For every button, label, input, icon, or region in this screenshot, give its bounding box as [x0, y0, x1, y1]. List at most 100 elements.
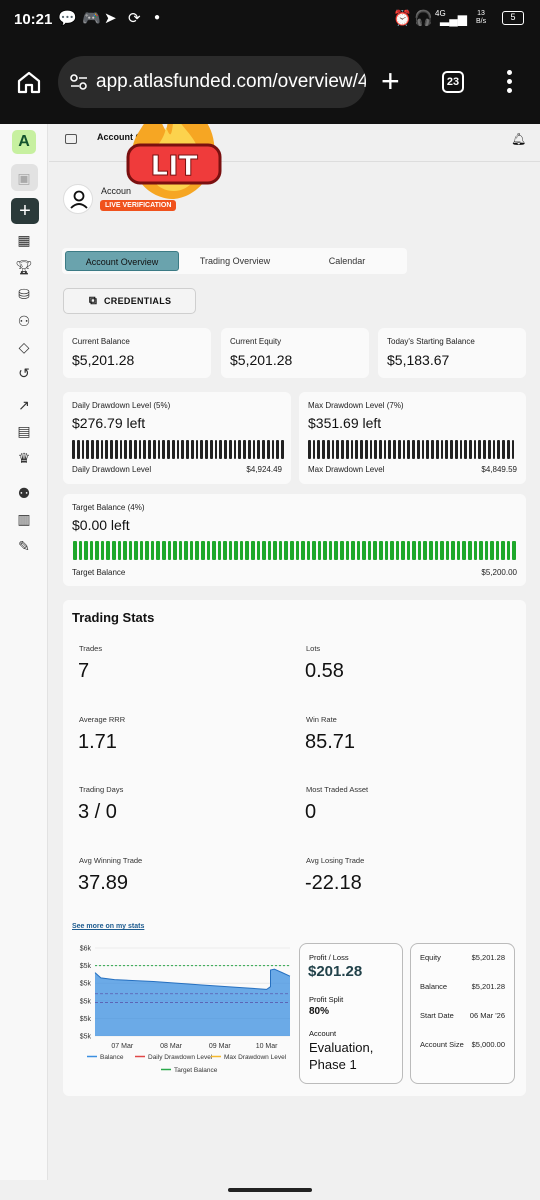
bar-segment: [356, 541, 361, 560]
see-more-stats-link[interactable]: See more on my stats: [72, 923, 145, 930]
card-value: $0.00 left: [72, 517, 130, 533]
legend-label: Target Balance: [174, 1067, 218, 1074]
home-icon[interactable]: [16, 70, 42, 94]
sidebar-item-trophy-icon[interactable]: 🏆︎: [15, 259, 33, 275]
sidebar-item-chart-icon[interactable]: ↗: [18, 397, 30, 413]
sidebar-item-users-icon[interactable]: ⚇: [17, 313, 31, 329]
net-speed: 13 B/s: [476, 10, 487, 25]
address-bar[interactable]: app.atlasfunded.com/overview/47: [58, 56, 366, 108]
bar-segment: [407, 440, 411, 459]
network-type: 4G: [435, 9, 446, 18]
bar-segment: [456, 541, 461, 560]
bar-segment: [289, 541, 294, 560]
bar-segment: [435, 440, 439, 459]
stat-label: Avg Winning Trade: [79, 856, 143, 865]
bar-segment: [162, 541, 166, 560]
sidebar-item-crown-icon[interactable]: ♛: [17, 450, 31, 466]
stat-value: 1.71: [78, 731, 117, 753]
home-gesture-pill[interactable]: [228, 1188, 312, 1192]
sidebar: A ▣ + ▦ 🏆︎ ⛁ ⚇ ◇ ↺ ↗ ▤ ♛ ⚉ ▥ ✎: [0, 124, 48, 1180]
bar-segment: [171, 440, 175, 459]
bar-segment: [91, 440, 94, 459]
stat-value: 85.71: [305, 731, 356, 753]
bar-segment: [383, 440, 387, 459]
bar-segment: [119, 440, 123, 459]
bar-segment: [219, 440, 222, 459]
bar-segment: [317, 541, 322, 560]
card-label: Current Equity: [230, 337, 282, 346]
sidebar-item-coins-icon[interactable]: ⛁: [18, 286, 30, 302]
sub-label: Daily Drawdown Level: [72, 465, 152, 474]
sub-value: $5,200.00: [481, 568, 517, 577]
bar-segment: [417, 541, 422, 560]
new-challenge-button[interactable]: +: [11, 198, 39, 224]
account-type-line1: Evaluation,: [309, 1040, 374, 1055]
sidebar-item-tools-icon[interactable]: ✎: [18, 538, 30, 554]
bar-segment: [468, 440, 472, 459]
bar-segment: [328, 541, 333, 560]
stat-label: Avg Losing Trade: [306, 856, 365, 865]
max-drawdown-card: Max Drawdown Level (7%) $351.69 left Max…: [299, 392, 526, 484]
bar-segment: [273, 541, 277, 560]
bar-segment: [421, 440, 425, 459]
sub-value: $4,849.59: [481, 465, 517, 474]
logo[interactable]: A: [12, 130, 36, 154]
bar-segment: [217, 541, 222, 560]
sidebar-item-overview-active[interactable]: [11, 164, 38, 191]
equity-card: Current Equity $5,201.28: [221, 328, 369, 378]
bar-segment: [423, 541, 427, 560]
avatar[interactable]: [63, 184, 93, 214]
gesture-nav-bar: [0, 1180, 540, 1200]
bar-segment: [334, 541, 338, 560]
bar-segment: [123, 541, 127, 560]
tab-trading-overview[interactable]: Trading Overview: [199, 256, 271, 266]
bar-segment: [484, 541, 489, 560]
browser-menu-icon[interactable]: [507, 70, 513, 96]
new-tab-button[interactable]: +: [381, 63, 400, 99]
bar-segment: [281, 440, 284, 459]
signal-icon: ▂▄▆: [440, 12, 467, 26]
sidebar-item-library-icon[interactable]: ▥: [17, 511, 31, 527]
sidebar-item-tag-icon[interactable]: ◇: [18, 339, 30, 355]
tab-account-overview[interactable]: Account Overview: [65, 251, 179, 271]
bar-segment: [239, 541, 244, 560]
lit-fire-sticker: LIT: [126, 124, 222, 199]
bar-segment: [167, 440, 170, 459]
card-label: Current Balance: [72, 337, 130, 346]
bar-segment: [479, 541, 483, 560]
summary-label: Account Size: [420, 1040, 464, 1049]
bar-segment: [181, 440, 184, 459]
bar-segment: [440, 541, 444, 560]
credentials-button[interactable]: ⧉ CREDENTIALS: [63, 288, 196, 314]
tab-calendar[interactable]: Calendar: [328, 256, 366, 266]
stat-value: -22.18: [305, 872, 362, 894]
bar-segment: [301, 541, 305, 560]
bar-segment: [454, 440, 458, 459]
bar-segment: [364, 440, 368, 459]
trading-stats-card: Trading Stats Trades 7 Lots 0.58 Average…: [63, 600, 526, 1096]
x-tick-label: 09 Mar: [209, 1043, 231, 1050]
dot-icon: ●: [154, 12, 161, 23]
sidebar-item-dashboard-icon[interactable]: ▦: [17, 232, 31, 248]
bar-segment: [124, 440, 127, 459]
sidebar-item-certificate-icon[interactable]: ▤: [17, 423, 31, 439]
bar-segment: [73, 541, 77, 560]
bar-segment: [152, 440, 156, 459]
site-settings-icon[interactable]: [70, 74, 88, 90]
bar-segment: [139, 541, 144, 560]
sidebar-item-community-icon[interactable]: ⚉: [17, 485, 31, 501]
bar-segment: [490, 541, 494, 560]
notification-bell-icon[interactable]: 🔔︎: [511, 132, 527, 146]
tab-switcher-button[interactable]: 23: [442, 71, 464, 93]
sidebar-item-history-icon[interactable]: ↺: [18, 365, 30, 381]
bar-segment: [105, 440, 108, 459]
panel-toggle-icon[interactable]: [65, 134, 77, 144]
x-tick-label: 08 Mar: [160, 1043, 182, 1050]
bar-segment: [497, 440, 501, 459]
summary-value: $5,201.28: [471, 982, 505, 991]
bar-segment: [473, 440, 477, 459]
bar-segment: [256, 541, 261, 560]
bar-segment: [336, 440, 340, 459]
account-name: Accoun: [101, 186, 132, 196]
bar-segment: [111, 541, 116, 560]
